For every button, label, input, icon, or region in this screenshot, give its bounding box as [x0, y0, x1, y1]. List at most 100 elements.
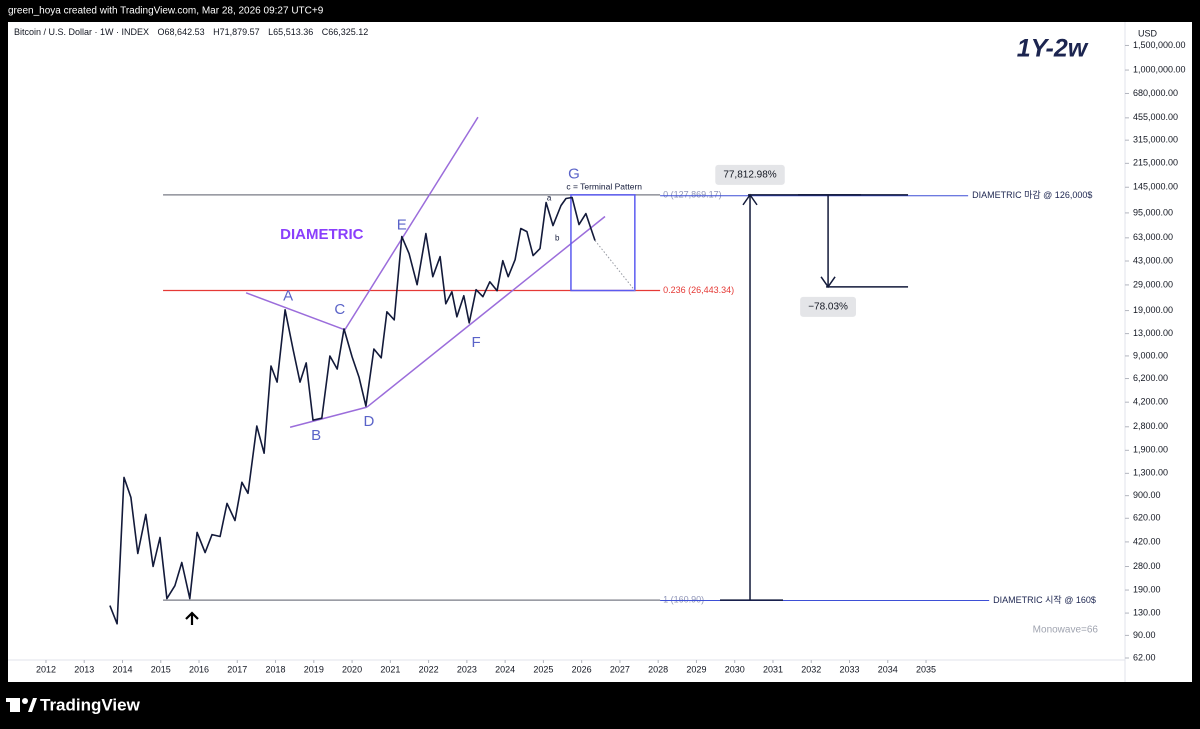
y-tick-label: 6,200.00 — [1133, 373, 1168, 383]
footer-logo — [6, 698, 37, 712]
logo-bar-top — [6, 698, 16, 702]
x-tick-label: 2033 — [839, 664, 859, 674]
x-tick-label: 2032 — [801, 664, 821, 674]
x-tick-label: 2020 — [342, 664, 362, 674]
ohlc-close: C66,325.12 — [322, 27, 369, 37]
footnote: Monowave=66 — [1033, 625, 1099, 636]
fib-label: 1 (160.90) — [663, 595, 704, 605]
x-tick-label: 2028 — [648, 664, 668, 674]
y-tick-label: 130.00 — [1133, 607, 1161, 617]
y-tick-label: 90.00 — [1133, 630, 1156, 640]
wave-label: C — [334, 301, 345, 318]
y-tick-label: 43,000.00 — [1133, 255, 1173, 265]
logo-slash — [28, 698, 37, 712]
trendline — [344, 116, 479, 331]
x-tick-label: 2023 — [457, 664, 477, 674]
measure-label: 77,812.98% — [723, 170, 776, 181]
y-tick-label: 315,000.00 — [1133, 135, 1178, 145]
wave-label: E — [397, 217, 407, 234]
x-tick-label: 2014 — [112, 664, 132, 674]
x-tick-label: 2035 — [916, 664, 936, 674]
y-tick-label: 19,000.00 — [1133, 305, 1173, 315]
x-tick-label: 2027 — [610, 664, 630, 674]
x-tick-label: 2025 — [533, 664, 553, 674]
y-tick-label: 215,000.00 — [1133, 158, 1178, 168]
wave-label: F — [471, 334, 480, 351]
y-tick-label: 63,000.00 — [1133, 232, 1173, 242]
chart-title: 1Y-2w — [1017, 35, 1089, 63]
y-tick-label: 145,000.00 — [1133, 182, 1178, 192]
level-label: DIAMETRIC 시작 @ 160$ — [993, 595, 1096, 605]
y-tick-label: 900.00 — [1133, 490, 1161, 500]
y-tick-label: 620.00 — [1133, 513, 1161, 523]
y-tick-label: 95,000.00 — [1133, 207, 1173, 217]
symbol-line: Bitcoin / U.S. Dollar · 1W · INDEX O68,6… — [14, 27, 368, 37]
x-tick-label: 2024 — [495, 664, 515, 674]
measure-label-box — [800, 296, 857, 317]
y-tick-label: 62.00 — [1133, 652, 1156, 662]
y-tick-label: 13,000.00 — [1133, 328, 1173, 338]
x-tick-label: 2015 — [151, 664, 171, 674]
trendline — [245, 292, 346, 331]
x-tick-label: 2026 — [572, 664, 592, 674]
sub-label: c = Terminal Pattern — [566, 181, 642, 191]
projection-box — [570, 194, 636, 292]
measure-label-box — [715, 164, 785, 185]
logo-dot — [22, 698, 28, 704]
ohlc-low: L65,513.36 — [268, 27, 313, 37]
currency: USD — [1138, 28, 1158, 38]
y-tick-label: 9,000.00 — [1133, 350, 1168, 360]
attribution: green_hoya created with TradingView.com,… — [8, 6, 324, 17]
y-tick-label: 420.00 — [1133, 536, 1161, 546]
x-tick-label: 2017 — [227, 664, 247, 674]
fib-label: 0.236 (26,443.34) — [663, 285, 734, 295]
y-tick-label: 29,000.00 — [1133, 279, 1173, 289]
chart-panel — [8, 22, 1192, 682]
y-tick-label: 280.00 — [1133, 561, 1161, 571]
x-tick-label: 2021 — [380, 664, 400, 674]
trendline — [289, 406, 368, 428]
wave-label: A — [283, 288, 293, 305]
measure-arrow — [742, 193, 758, 206]
y-tick-label: 1,000,000.00 — [1133, 64, 1186, 74]
price-line — [109, 196, 596, 625]
x-tick-label: 2012 — [36, 664, 56, 674]
plot-area — [109, 116, 661, 625]
x-tick-label: 2030 — [725, 664, 745, 674]
x-tick-label: 2022 — [419, 664, 439, 674]
y-tick-label: 680,000.00 — [1133, 88, 1178, 98]
x-tick-label: 2018 — [266, 664, 286, 674]
wave-label: G — [568, 165, 580, 182]
x-tick-label: 2031 — [763, 664, 783, 674]
sub-label: a — [547, 194, 552, 203]
annotations: 0 (127,869.17) 0.236 (26,443.34) 1 (160.90… — [280, 164, 1096, 605]
trendline — [366, 215, 606, 408]
x-tick-label: 2016 — [189, 664, 209, 674]
level-label: DIAMETRIC 마감 @ 126,000$ — [972, 189, 1092, 200]
pattern-label: DIAMETRIC — [280, 226, 363, 243]
measure-arrow — [820, 276, 836, 289]
y-tick-label: 2,800.00 — [1133, 421, 1168, 431]
wave-label: B — [311, 427, 321, 444]
y-tick-label: 190.00 — [1133, 584, 1161, 594]
symbol: Bitcoin / U.S. Dollar · 1W · INDEX — [14, 27, 149, 37]
wave-label: D — [363, 413, 374, 430]
y-tick-label: 1,300.00 — [1133, 468, 1168, 478]
ohlc-high: H71,879.57 — [213, 27, 260, 37]
x-tick-label: 2013 — [74, 664, 94, 674]
x-tick-label: 2019 — [304, 664, 324, 674]
projection-path — [594, 240, 636, 291]
ohlc-open: O68,642.53 — [158, 27, 205, 37]
logo-bar — [10, 698, 20, 712]
x-tick-label: 2034 — [878, 664, 898, 674]
start-arrow — [185, 611, 199, 625]
y-tick-label: 1,500,000.00 — [1133, 40, 1186, 50]
y-tick-label: 1,900.00 — [1133, 445, 1168, 455]
measure-label: −78.03% — [808, 301, 848, 312]
sub-label: b — [555, 234, 560, 243]
y-tick-label: 4,200.00 — [1133, 397, 1168, 407]
y-tick-label: 455,000.00 — [1133, 112, 1178, 122]
